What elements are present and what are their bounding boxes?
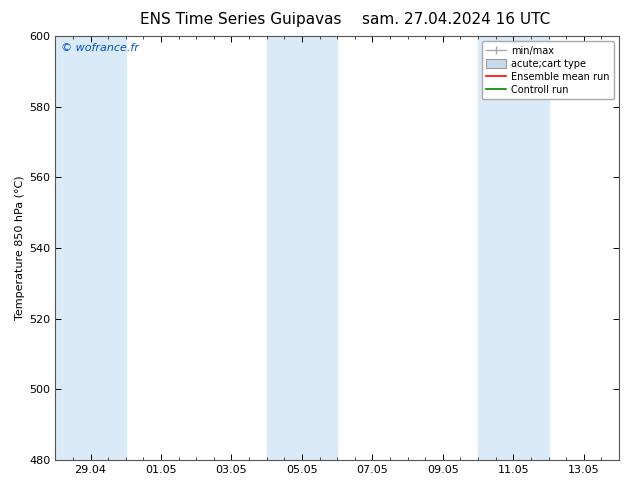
Legend: min/max, acute;cart type, Ensemble mean run, Controll run: min/max, acute;cart type, Ensemble mean … bbox=[482, 41, 614, 99]
Bar bbox=[55, 36, 126, 460]
Text: © wofrance.fr: © wofrance.fr bbox=[61, 43, 139, 52]
Text: sam. 27.04.2024 16 UTC: sam. 27.04.2024 16 UTC bbox=[363, 12, 550, 27]
Bar bbox=[478, 36, 548, 460]
Y-axis label: Temperature 850 hPa (°C): Temperature 850 hPa (°C) bbox=[15, 176, 25, 320]
Bar bbox=[267, 36, 337, 460]
Text: ENS Time Series Guipavas: ENS Time Series Guipavas bbox=[140, 12, 342, 27]
